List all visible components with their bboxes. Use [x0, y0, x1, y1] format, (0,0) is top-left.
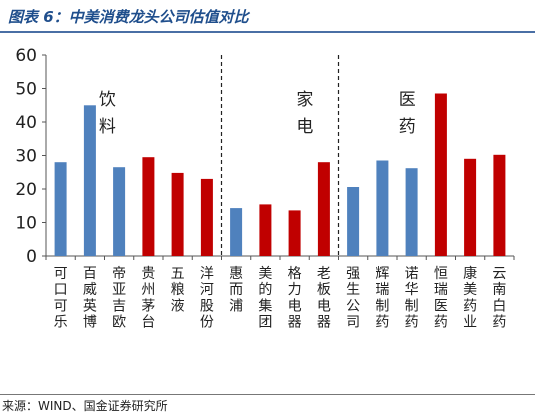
- bar-美的集团: [259, 204, 272, 256]
- category-label: 贵州茅台: [141, 266, 155, 331]
- bar-贵州茅台: [142, 157, 155, 256]
- bar-康美药业: [464, 158, 477, 256]
- category-label: 老板电器: [317, 266, 331, 331]
- title-rule: [0, 31, 535, 33]
- category-label: 百威英博: [83, 266, 97, 331]
- bar-云南白药: [493, 154, 506, 256]
- category-label: 辉瑞制药: [375, 266, 389, 331]
- bar-恒瑞医药: [434, 93, 447, 256]
- y-tick-label: 50: [15, 80, 37, 100]
- label-layer: 可口可乐 百威英博 帝亚吉欧 贵州茅台 五粮液 洋河股份 惠而浦 美的集团 格力电器 老板电器 强生…: [54, 90, 507, 331]
- category-label: 帝亚吉欧: [112, 266, 126, 331]
- bar-洋河股份: [200, 178, 213, 256]
- y-tick-label: 20: [15, 180, 37, 200]
- bar-百威英博: [83, 105, 96, 257]
- y-tick-label: 60: [15, 46, 37, 66]
- bar-惠而浦: [230, 208, 243, 256]
- bar-辉瑞制药: [376, 160, 389, 256]
- category-label: 美的集团: [258, 266, 272, 331]
- category-label: 云南白药: [492, 266, 506, 331]
- category-label: 强生公司: [346, 266, 360, 331]
- category-label: 恒瑞医药: [434, 266, 448, 331]
- bar-可口可乐: [54, 162, 67, 256]
- group-label: 家电: [296, 90, 313, 137]
- axis-layer: 0 10 20 30 40 50 60: [15, 46, 515, 267]
- bar-老板电器: [317, 162, 330, 256]
- source-note: 来源：WIND、国金证券研究所: [2, 399, 168, 413]
- category-label: 洋河股份: [200, 266, 214, 331]
- category-label: 康美药业: [463, 265, 477, 331]
- bar-诺华制药: [405, 168, 418, 256]
- bar-五粮液: [171, 172, 184, 256]
- bar-格力电器: [288, 210, 301, 256]
- y-tick-label: 0: [26, 247, 37, 267]
- y-tick-label: 30: [15, 147, 37, 167]
- group-label: 医药: [399, 90, 416, 137]
- bar-layer: [54, 93, 506, 257]
- y-tick-label: 40: [15, 113, 37, 133]
- category-label: 可口可乐: [54, 266, 68, 331]
- category-label: 格力电器: [288, 266, 302, 331]
- category-label: 诺华制药: [405, 266, 419, 331]
- category-label: 五粮液: [171, 266, 185, 314]
- category-label: 惠而浦: [229, 266, 243, 314]
- figure-title: 图表 6：中美消费龙头公司估值对比: [8, 8, 249, 26]
- bar-强生公司: [347, 187, 360, 256]
- valuation-bar-chart: 0 10 20 30 40 50 60 可口可乐 百威英博 帝亚吉欧 贵州茅台 五粮液 洋河股份 惠而浦…: [15, 46, 515, 331]
- bar-帝亚吉欧: [113, 167, 126, 256]
- footer-rule: [0, 394, 535, 395]
- group-label: 饮料: [99, 90, 116, 137]
- y-tick-label: 10: [15, 214, 37, 234]
